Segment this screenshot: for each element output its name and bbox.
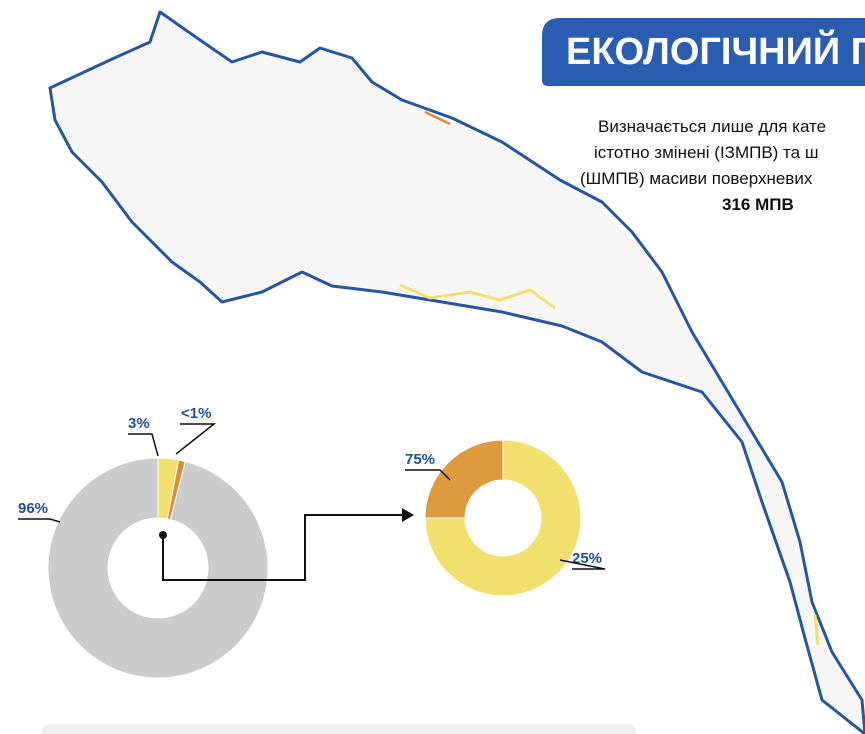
value-label: <1% (181, 405, 211, 422)
count: 316 МПВ (722, 195, 794, 214)
label-leader (175, 423, 217, 455)
subtitle-line: (ШМПВ) масиви поверхневих (580, 169, 813, 188)
title: ЕКОЛОГІЧНИЙ ПОТЕН (566, 28, 865, 73)
donut-segment (424, 439, 582, 597)
subtitle-line: істотно змінені (ІЗМПВ) та ш (594, 143, 818, 162)
yellow-river (399, 283, 556, 310)
info-box (42, 724, 636, 734)
connector-dot (159, 531, 167, 539)
donut-segment (47, 457, 269, 679)
value-label: 25% (572, 550, 602, 567)
arrow-head (402, 508, 414, 522)
connector-arrow (162, 514, 405, 581)
label-leader (559, 559, 606, 570)
label-leader (128, 433, 159, 457)
orange-river (424, 110, 451, 126)
value-label: 96% (18, 500, 48, 517)
label-leader (405, 469, 451, 481)
yellow-river (813, 614, 820, 646)
value-label: 75% (405, 451, 435, 468)
river-basin-map (48, 10, 865, 734)
subtitle-line: Визначається лише для кате (598, 117, 826, 136)
label-leader (18, 518, 61, 523)
donut-segment (424, 439, 504, 519)
value-label: 3% (128, 415, 150, 432)
title-banner (542, 18, 865, 86)
